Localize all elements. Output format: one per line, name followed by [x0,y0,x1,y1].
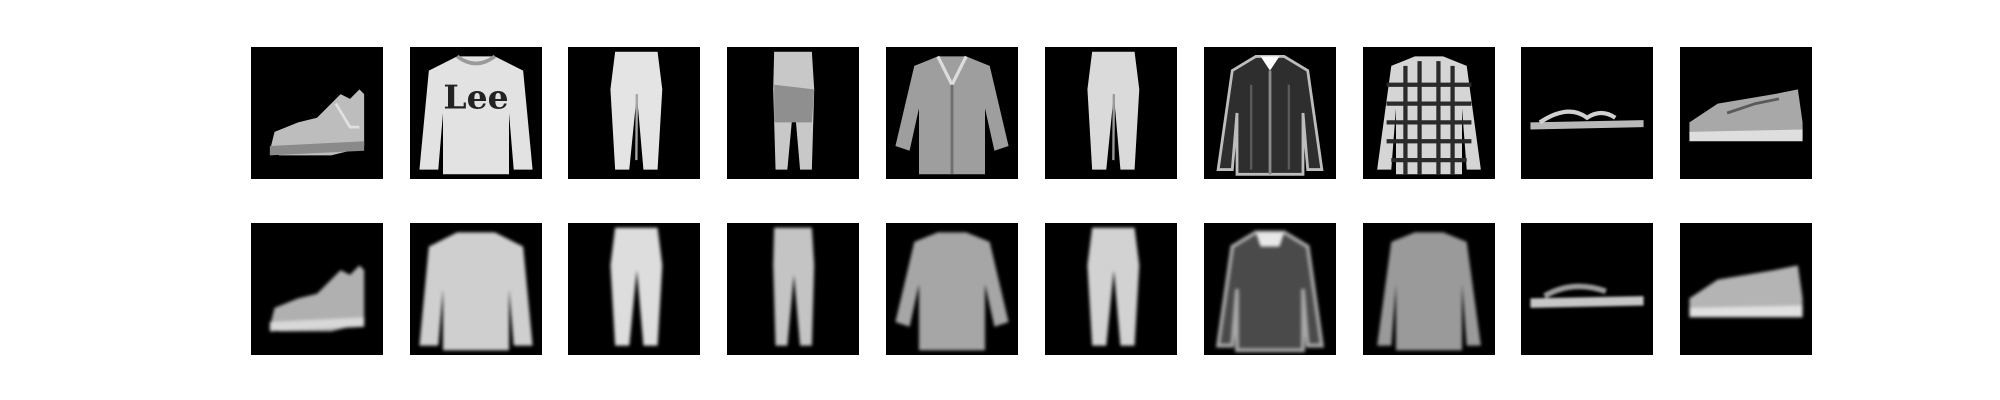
tile-r1-c3 [568,47,700,179]
coat-icon [1215,230,1325,353]
tile-r2-c10 [1680,223,1812,355]
tile-r1-c10 [1680,47,1812,179]
tile-r1-c4 [727,47,859,179]
trousers-icon [1087,227,1140,346]
tile-r2-c3 [568,223,700,355]
tile-r2-c9 [1521,223,1653,355]
tile-r2-c4 [727,223,859,355]
ankle-boot-icon [269,265,365,332]
trousers-icon [610,227,663,346]
tile-r1-c1 [251,47,383,179]
tile-r2-c6 [1045,223,1177,355]
shirt-icon [895,232,1009,351]
trousers-icon [610,51,663,170]
tile-r1-c7 [1204,47,1336,179]
plaid-shirt-icon [1377,56,1481,175]
shirt-icon [1377,232,1481,351]
coat-icon [1216,55,1324,176]
trousers-icon [773,227,815,346]
tile-r1-c6 [1045,47,1177,179]
tile-r1-c2: Lee [410,47,542,179]
tile-r2-c1 [251,223,383,355]
shirt-icon [895,55,1009,175]
tile-r1-c5 [886,47,1018,179]
tile-r2-c2 [410,223,542,355]
pullover-icon [419,232,533,351]
tile-r2-c8 [1363,223,1495,355]
ankle-boot-icon [269,89,365,156]
sandal-icon [1530,283,1644,308]
trousers-icon [773,51,815,170]
tile-r2-c7 [1204,223,1336,355]
trousers-icon [1087,51,1140,170]
pullover-logo-text: Lee [443,77,508,116]
sneaker-icon [1689,265,1803,318]
sandal-icon [1530,109,1644,130]
pullover-lee-icon: Lee [419,54,533,175]
tile-r1-c8 [1363,47,1495,179]
tile-r1-c9 [1521,47,1653,179]
tile-r2-c5 [886,223,1018,355]
sneaker-icon [1689,89,1803,142]
